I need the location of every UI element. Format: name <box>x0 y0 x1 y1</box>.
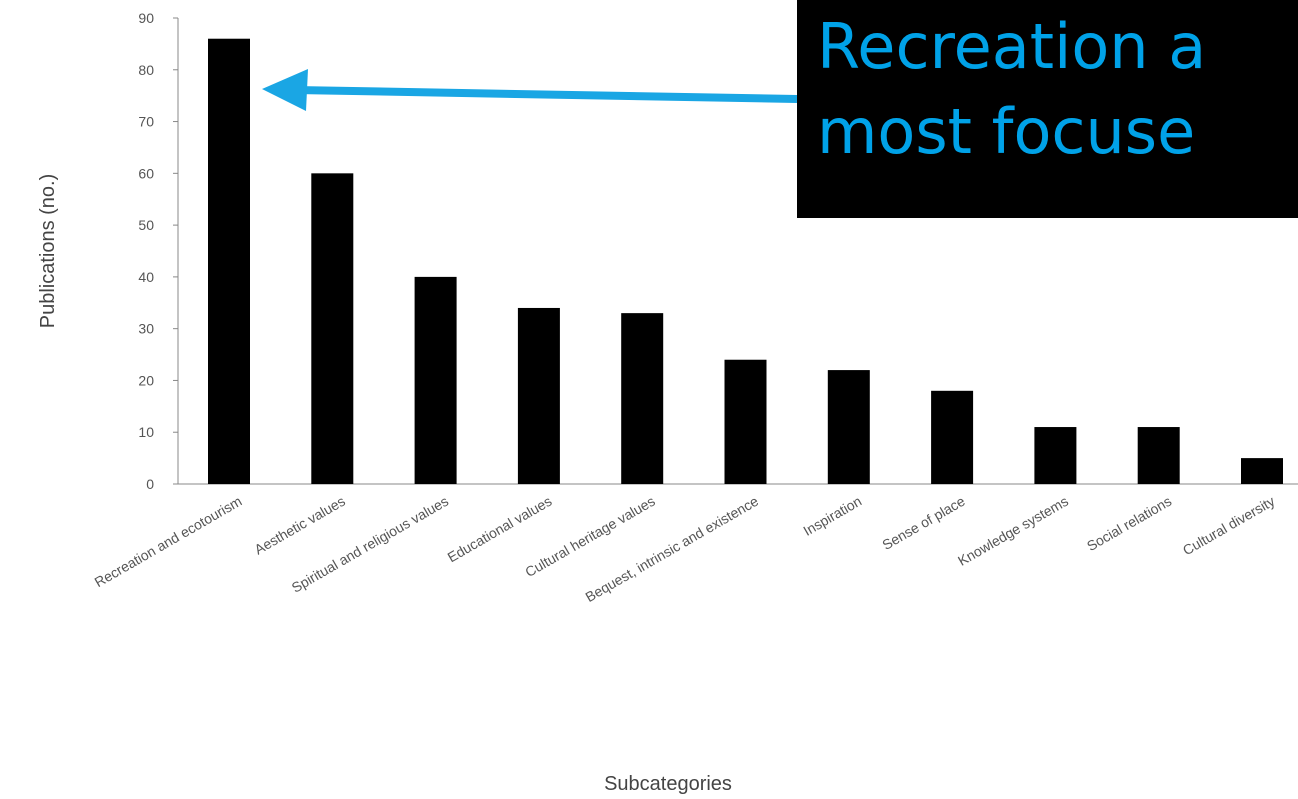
y-axis-title: Publications (no.) <box>37 174 59 329</box>
y-tick-label: 90 <box>138 10 154 26</box>
bar <box>1241 458 1283 484</box>
y-tick-label: 50 <box>138 217 154 233</box>
y-tick-label: 60 <box>138 165 154 181</box>
bar <box>621 313 664 484</box>
callout-box: Recreation a most focuse <box>797 0 1298 218</box>
bar <box>414 276 457 484</box>
x-axis-title: Subcategories <box>604 773 732 795</box>
bar <box>1034 427 1077 484</box>
y-tick-label: 30 <box>138 321 154 337</box>
y-tick-label: 10 <box>138 424 154 440</box>
x-tick-label: Social relations <box>1084 493 1174 554</box>
y-tick-label: 80 <box>138 62 154 78</box>
callout-text-line-2: most focuse <box>817 95 1196 168</box>
x-tick-label: Bequest, intrinsic and existence <box>582 493 761 605</box>
y-tick-label: 20 <box>138 372 154 388</box>
y-tick-label: 70 <box>138 114 154 130</box>
x-tick-label: Knowledge systems <box>955 493 1071 569</box>
arrow-head <box>262 69 308 111</box>
y-tick-label: 0 <box>146 476 154 492</box>
bars-group <box>208 38 1283 485</box>
x-tick-label: Aesthetic values <box>252 493 348 558</box>
bar <box>311 173 354 485</box>
x-tick-label: Cultural diversity <box>1180 493 1278 559</box>
x-tick-label: Educational values <box>445 493 555 566</box>
x-tick-label: Recreation and ecotourism <box>92 493 245 591</box>
bar <box>517 307 560 484</box>
y-tick-label: 40 <box>138 269 154 285</box>
bar <box>827 370 870 484</box>
arrow-shaft <box>294 86 798 103</box>
callout-text-line-1: Recreation a <box>817 10 1207 83</box>
bar <box>931 390 974 484</box>
category-labels: Recreation and ecotourism Aesthetic value… <box>92 493 1278 605</box>
callout-arrow <box>262 69 798 111</box>
x-tick-label: Inspiration <box>800 493 864 539</box>
bar <box>1137 427 1180 484</box>
bar <box>208 38 250 484</box>
y-axis: 0 10 20 30 40 50 60 70 80 90 <box>138 10 179 492</box>
bar <box>724 359 767 484</box>
x-tick-label: Sense of place <box>879 493 967 553</box>
